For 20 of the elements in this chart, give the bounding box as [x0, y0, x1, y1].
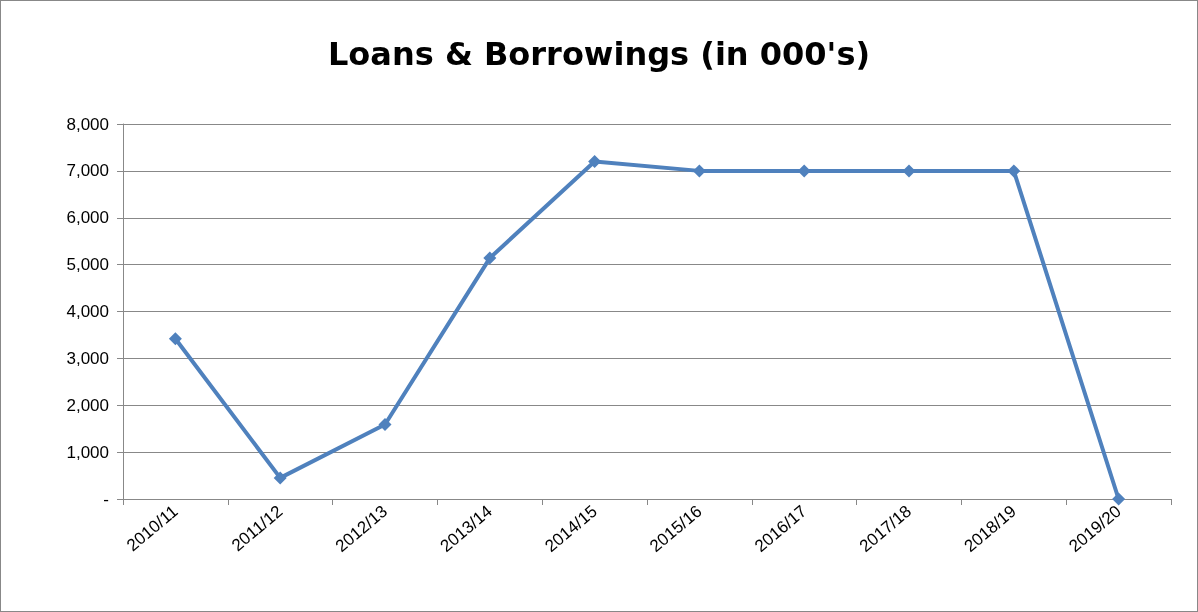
- point: [797, 164, 811, 178]
- point: [902, 164, 916, 178]
- y-tick-label: -: [103, 489, 109, 509]
- point: [378, 417, 392, 431]
- point: [168, 332, 182, 346]
- y-tick-label: 6,000: [66, 208, 109, 228]
- y-tick-label: 3,000: [66, 348, 109, 368]
- point: [483, 251, 497, 265]
- y-tick-label: 7,000: [66, 161, 109, 181]
- y-tick-label: 8,000: [66, 114, 109, 134]
- point: [588, 155, 602, 168]
- y-tick-label: 5,000: [66, 255, 109, 275]
- point: [273, 471, 287, 485]
- chart-title: Loans & Borrowings (in 000's): [327, 35, 871, 73]
- y-tick-label: 4,000: [66, 302, 109, 321]
- y-tick-label: 1,000: [66, 442, 109, 462]
- point: [692, 164, 706, 178]
- point: [1007, 164, 1021, 178]
- point: [1112, 492, 1126, 506]
- y-tick-label: 2,000: [66, 395, 109, 415]
